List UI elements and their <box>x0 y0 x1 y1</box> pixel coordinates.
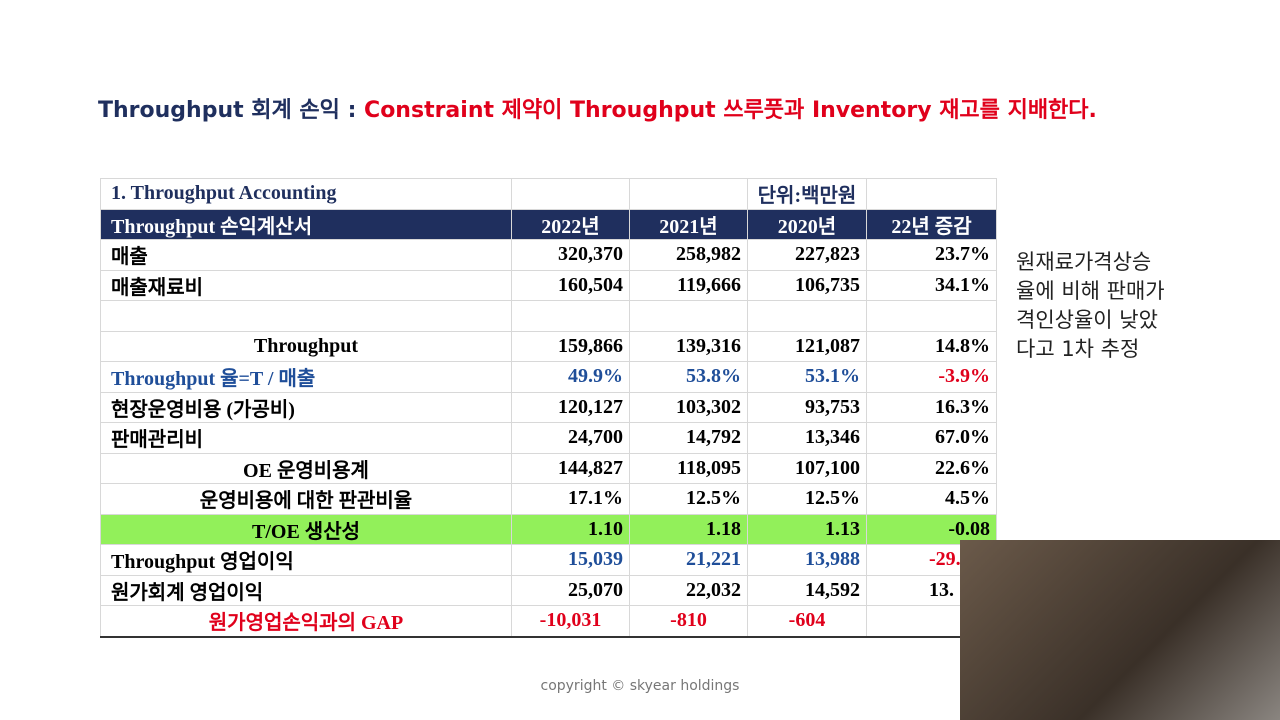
title-main: Constraint 제약이 Throughput 쓰루풋과 Inventory… <box>364 98 1097 123</box>
column-header: Throughput 손익계산서 <box>100 208 512 240</box>
cell: 139,316 <box>629 330 748 362</box>
cell: -810 <box>629 605 748 638</box>
blank-row <box>100 300 997 332</box>
cell: 49.9% <box>511 361 630 393</box>
cell: 120,127 <box>511 391 630 423</box>
note-line: 율에 비해 판매가 <box>1016 279 1165 303</box>
cell: 14,592 <box>747 574 867 606</box>
copyright: copyright © skyear holdings <box>540 678 740 694</box>
cell: 160,504 <box>511 269 630 301</box>
title-lead: Throughput 회계 손익 : <box>98 98 357 123</box>
row-label: 현장운영비용 (가공비) <box>100 391 512 423</box>
column-header: 2022년 <box>511 208 630 240</box>
note-line: 원재료가격상승 <box>1016 250 1152 274</box>
cell <box>866 178 997 210</box>
cell: 67.0% <box>866 422 997 454</box>
cell: 258,982 <box>629 239 748 271</box>
cell: 12.5% <box>629 483 748 515</box>
cell: -604 <box>747 605 867 638</box>
row-label: 판매관리비 <box>100 422 512 454</box>
cell: 159,866 <box>511 330 630 362</box>
row-label: 매출재료비 <box>100 269 512 301</box>
cell: -0.08 <box>866 513 997 545</box>
cell: 118,095 <box>629 452 748 484</box>
cell: 227,823 <box>747 239 867 271</box>
cell: 1.13 <box>747 513 867 545</box>
row-label: 매출 <box>100 239 512 271</box>
row-label: Throughput 영업이익 <box>100 544 512 576</box>
cell: 24,700 <box>511 422 630 454</box>
table-row: 원가회계 영업이익 25,070 22,032 14,592 13. <box>100 574 997 606</box>
table-row: T/OE 생산성 1.10 1.18 1.13 -0.08 <box>100 513 997 545</box>
column-header: 2021년 <box>629 208 748 240</box>
cell: 107,100 <box>747 452 867 484</box>
cell: 4.5% <box>866 483 997 515</box>
row-label: 운영비용에 대한 판관비율 <box>100 483 512 515</box>
cell <box>629 178 748 210</box>
cell: 144,827 <box>511 452 630 484</box>
column-header: 22년 증감 <box>866 208 997 240</box>
column-header: 2020년 <box>747 208 867 240</box>
table-row: 판매관리비 24,700 14,792 13,346 67.0% <box>100 422 997 454</box>
cell: 106,735 <box>747 269 867 301</box>
row-label: 원가영업손익과의 GAP <box>100 605 512 638</box>
cell <box>511 300 630 332</box>
cell: 21,221 <box>629 544 748 576</box>
table-row: 매출재료비 160,504 119,666 106,735 34.1% <box>100 269 997 301</box>
cell: 23.7% <box>866 239 997 271</box>
cell: 93,753 <box>747 391 867 423</box>
cell: 14,792 <box>629 422 748 454</box>
unit: 단위:백만원 <box>747 178 867 210</box>
cell: 12.5% <box>747 483 867 515</box>
cell <box>866 300 997 332</box>
cell: 22,032 <box>629 574 748 606</box>
cell <box>747 300 867 332</box>
cell: 53.1% <box>747 361 867 393</box>
cell: 22.6% <box>866 452 997 484</box>
cell: -10,031 <box>511 605 630 638</box>
cell: 320,370 <box>511 239 630 271</box>
table-row: Throughput 159,866 139,316 121,087 14.8% <box>100 330 997 362</box>
note-line: 다고 1차 추정 <box>1016 337 1140 361</box>
row-label: Throughput 율=T / 매출 <box>100 361 512 393</box>
caption-row: 1. Throughput Accounting 단위:백만원 <box>100 178 997 210</box>
row-label: OE 운영비용계 <box>100 452 512 484</box>
cell: 14.8% <box>866 330 997 362</box>
cell: 103,302 <box>629 391 748 423</box>
table-row: 원가영업손익과의 GAP -10,031 -810 -604 <box>100 605 997 638</box>
row-label: 원가회계 영업이익 <box>100 574 512 606</box>
header-row: Throughput 손익계산서 2022년 2021년 2020년 22년 증감 <box>100 208 997 240</box>
table-row: Throughput 영업이익 15,039 21,221 13,988 -29. <box>100 544 997 576</box>
table-row: 매출 320,370 258,982 227,823 23.7% <box>100 239 997 271</box>
table-row: 현장운영비용 (가공비) 120,127 103,302 93,753 16.3% <box>100 391 997 423</box>
cell: 119,666 <box>629 269 748 301</box>
caption: 1. Throughput Accounting <box>100 178 512 210</box>
cell <box>511 178 630 210</box>
note-line: 격인상율이 낮았 <box>1016 308 1158 332</box>
cell: 34.1% <box>866 269 997 301</box>
cell <box>629 300 748 332</box>
cell: 25,070 <box>511 574 630 606</box>
cell: 121,087 <box>747 330 867 362</box>
row-label: Throughput <box>100 330 512 362</box>
cell: 13,988 <box>747 544 867 576</box>
table: 1. Throughput Accounting 단위:백만원 Throughput… <box>100 178 997 638</box>
table-row: 운영비용에 대한 판관비율 17.1% 12.5% 12.5% 4.5% <box>100 483 997 515</box>
cell: 1.18 <box>629 513 748 545</box>
row-label: T/OE 생산성 <box>100 513 512 545</box>
table-row: Throughput 율=T / 매출 49.9% 53.8% 53.1% -3.9% <box>100 361 997 393</box>
cell: 17.1% <box>511 483 630 515</box>
cell: -3.9% <box>866 361 997 393</box>
cell: 16.3% <box>866 391 997 423</box>
cell: 15,039 <box>511 544 630 576</box>
webcam-overlay <box>960 540 1280 720</box>
cell <box>100 300 512 332</box>
cell: 13,346 <box>747 422 867 454</box>
slide-title: Throughput 회계 손익 : Constraint 제약이 Throug… <box>98 92 1097 124</box>
cell: 1.10 <box>511 513 630 545</box>
cell: 53.8% <box>629 361 748 393</box>
table-row: OE 운영비용계 144,827 118,095 107,100 22.6% <box>100 452 997 484</box>
